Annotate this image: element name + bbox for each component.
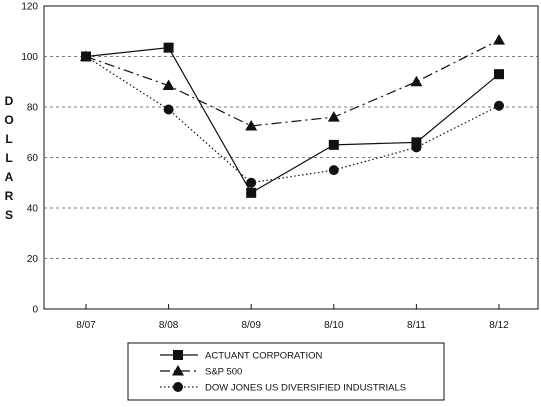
- data-point: [327, 111, 340, 122]
- legend-marker: [173, 382, 183, 392]
- data-point: [245, 119, 258, 131]
- y-tick-label: 80: [27, 103, 39, 114]
- legend-label: DOW JONES US DIVERSIFIED INDUSTRIALS: [205, 383, 406, 394]
- x-tick-label: 8/12: [489, 320, 509, 331]
- legend-label: S&P 500: [205, 367, 242, 378]
- x-tick-label: 8/09: [241, 320, 261, 331]
- data-point: [410, 75, 423, 87]
- data-point: [411, 137, 422, 148]
- tick-labels: 0 20 40 60 80 100 120 8/07 8/08 8/09 8/10 8/11 8/12: [21, 2, 509, 332]
- y-tick-label: 60: [27, 153, 39, 164]
- series-line: [85, 47, 500, 194]
- y-tick-label: 100: [21, 52, 38, 63]
- data-point: [246, 177, 257, 188]
- data-point: [328, 165, 339, 176]
- series-line: [85, 39, 500, 127]
- data-point: [328, 139, 339, 150]
- data-point: [162, 79, 175, 91]
- data-point: [493, 34, 505, 45]
- legend-label: ACTUANT CORPORATION: [205, 351, 322, 362]
- data-point: [163, 42, 174, 53]
- gridlines: [44, 56, 538, 259]
- legend-marker: [172, 365, 184, 376]
- y-tick-label: 20: [27, 254, 39, 265]
- x-tick-label: 8/07: [76, 320, 96, 331]
- data-point: [494, 100, 504, 111]
- legend-marker: [173, 350, 183, 360]
- x-tick-label: 8/08: [159, 320, 179, 331]
- data-point: [81, 51, 91, 62]
- data-point: [411, 142, 422, 153]
- data-point: [494, 69, 504, 80]
- data-point: [163, 104, 174, 115]
- y-tick-label: 40: [27, 204, 39, 215]
- series-line: [85, 55, 500, 184]
- data-point: [246, 187, 257, 198]
- y-tick-label: 0: [32, 305, 38, 316]
- x-tick-label: 8/11: [407, 320, 426, 331]
- legend: ACTUANT CORPORATION S&P 500 DOW JONES US D…: [127, 342, 445, 401]
- series-lines: [80, 34, 505, 198]
- series-circle: [81, 51, 504, 188]
- x-tick-label: 8/10: [324, 320, 344, 331]
- y-tick-label: 120: [21, 2, 38, 13]
